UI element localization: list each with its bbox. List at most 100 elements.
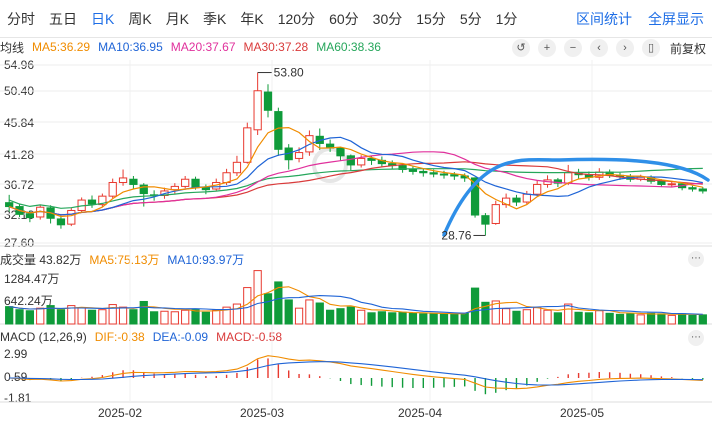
volume-bar — [470, 287, 480, 325]
volume-bar — [201, 311, 211, 325]
range-stats-link[interactable]: 区间统计 — [576, 10, 632, 27]
candle-body — [439, 173, 449, 176]
ma10-value: MA10:36.95 — [98, 40, 163, 54]
trend-arc-drawing — [442, 157, 710, 237]
ma20-value: MA20:37.67 — [170, 40, 236, 54]
volume-bar — [294, 307, 304, 325]
macd-settings-icon[interactable]: ⋯ — [688, 330, 704, 346]
candle-body — [357, 157, 366, 166]
volume-bar — [5, 306, 14, 325]
volume-bar — [15, 309, 24, 325]
volume-bar — [108, 304, 117, 325]
tab-5[interactable]: 季K — [203, 10, 227, 27]
candle-body — [657, 180, 666, 185]
volume-settings-icon[interactable]: ⋯ — [688, 251, 704, 267]
candle-body — [481, 215, 490, 225]
volume-bar — [36, 307, 45, 325]
sidebar-toggle-icon[interactable]: ▯ — [641, 39, 660, 57]
tab-9[interactable]: 30分 — [372, 10, 403, 27]
zoom-out-icon[interactable]: − — [563, 39, 582, 57]
pan-right-icon[interactable]: › — [615, 39, 634, 57]
tab-12[interactable]: 1分 — [495, 10, 518, 27]
macd-legend-label: MACD (12,26,9) — [0, 330, 87, 344]
volume-bar — [533, 307, 542, 325]
volume-bar — [25, 310, 35, 325]
volume-ma5: MA5:75.13万 — [89, 252, 160, 267]
volume-bar — [377, 311, 387, 325]
macd-tick: 2.99 — [4, 347, 28, 361]
candle-body — [201, 187, 211, 191]
volume-bar — [667, 314, 676, 325]
tab-8[interactable]: 60分 — [329, 10, 359, 27]
candle-body — [522, 193, 531, 203]
volume-bar — [98, 309, 107, 325]
volume-bar — [450, 313, 459, 325]
volume-bar — [501, 308, 511, 325]
ma60-value: MA60:38.36 — [316, 40, 381, 54]
tab-2[interactable]: 日K — [91, 10, 115, 27]
volume-bar — [553, 312, 563, 325]
low-price-annotation: 28.76 — [441, 228, 471, 242]
volume-bar — [688, 314, 697, 325]
date-tick: 2025-02 — [98, 406, 143, 420]
tab-0[interactable]: 分时 — [7, 10, 35, 27]
candle-body — [243, 127, 252, 163]
volume-bar — [677, 313, 687, 325]
candle-body — [688, 187, 697, 190]
undo-icon[interactable]: ↺ — [511, 39, 530, 57]
volume-legend: 成交量 43.82万 MA5:75.13万 MA10:93.97万 — [0, 250, 252, 268]
price-tick: 41.28 — [4, 148, 35, 162]
volume-bar — [398, 311, 407, 325]
zoom-in-icon[interactable]: + — [537, 39, 556, 57]
volume-bar — [253, 270, 262, 325]
candle-body — [129, 178, 138, 185]
volume-bar — [657, 313, 666, 325]
candle-body — [181, 178, 190, 187]
tab-1[interactable]: 五日 — [49, 10, 77, 27]
dea-line — [9, 361, 703, 386]
candle-body — [108, 181, 117, 197]
candle-body — [491, 204, 500, 224]
volume-tick: 1284.47万 — [4, 272, 60, 286]
candle-body — [553, 179, 563, 184]
candle-body — [25, 213, 35, 219]
pan-left-icon[interactable]: ‹ — [589, 39, 608, 57]
candle-body — [253, 90, 262, 131]
volume-bar — [263, 293, 273, 325]
macd-tick: 0.59 — [4, 370, 28, 384]
volume-bar — [564, 303, 573, 325]
fullscreen-link[interactable]: 全屏显示 — [648, 10, 704, 27]
volume-bar — [160, 310, 169, 325]
volume-bar — [77, 307, 86, 325]
volume-bar — [232, 303, 242, 325]
volume-bar — [181, 309, 190, 325]
candle-body — [698, 188, 707, 192]
candle-body — [408, 168, 418, 172]
volume-bar — [305, 299, 314, 325]
tab-7[interactable]: 120分 — [277, 10, 316, 27]
date-tick: 2025-04 — [398, 406, 443, 420]
tab-11[interactable]: 5分 — [459, 10, 482, 27]
tab-10[interactable]: 15分 — [416, 10, 446, 27]
price-tick: 36.72 — [4, 178, 35, 192]
fuquan-selector[interactable]: 前复权 — [669, 41, 706, 56]
high-price-annotation: 53.80 — [274, 66, 304, 80]
candle-body — [512, 197, 521, 203]
volume-bar — [512, 310, 521, 325]
volume-bar — [336, 308, 345, 325]
volume-tick: 642.24万 — [4, 294, 53, 308]
candle-body — [429, 172, 438, 175]
volume-bar — [615, 313, 625, 325]
volume-bar — [118, 306, 128, 325]
tab-6[interactable]: 年K — [240, 10, 264, 27]
tab-4[interactable]: 月K — [165, 10, 190, 27]
candle-body — [450, 174, 459, 177]
tab-3[interactable]: 周K — [128, 10, 152, 27]
volume-ma10: MA10:93.97万 — [167, 252, 245, 267]
ma10-line — [8, 136, 703, 216]
candle-body — [139, 184, 148, 195]
ma5-line — [8, 126, 703, 218]
ma5-value: MA5:36.29 — [32, 40, 91, 54]
price-tick: 45.84 — [4, 116, 35, 130]
